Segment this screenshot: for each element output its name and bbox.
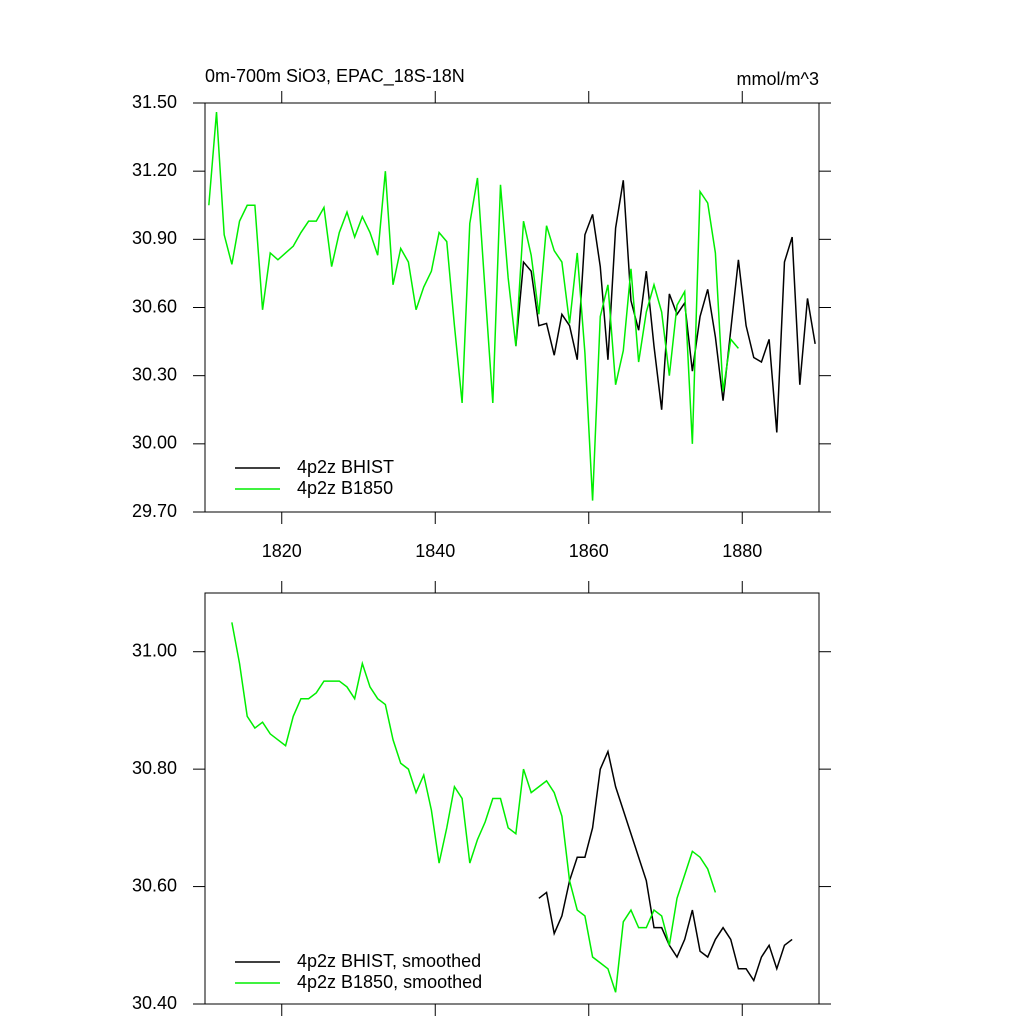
y-tick-label: 30.40 xyxy=(132,993,177,1013)
chart-title: 0m-700m SiO3, EPAC_18S-18N xyxy=(205,66,465,87)
y-tick-label: 30.60 xyxy=(132,296,177,316)
y-tick-label: 31.50 xyxy=(132,92,177,112)
y-tick-label: 30.60 xyxy=(132,875,177,895)
x-tick-label: 1820 xyxy=(262,541,302,561)
data-line xyxy=(515,180,816,433)
legend-label: 4p2z BHIST, smoothed xyxy=(297,951,481,971)
x-tick-label: 1860 xyxy=(569,541,609,561)
y-tick-label: 30.30 xyxy=(132,364,177,384)
legend-label: 4p2z BHIST xyxy=(297,457,394,477)
units-label: mmol/m^3 xyxy=(737,69,819,89)
x-tick-label: 1880 xyxy=(722,541,762,561)
plot-frame xyxy=(204,592,820,1005)
legend-label: 4p2z B1850 xyxy=(297,478,393,498)
y-tick-label: 30.00 xyxy=(132,433,177,453)
data-line xyxy=(231,622,717,993)
y-tick-label: 31.20 xyxy=(132,160,177,180)
x-tick-label: 1840 xyxy=(415,541,455,561)
y-tick-label: 30.80 xyxy=(132,758,177,778)
y-tick-label: 29.70 xyxy=(132,501,177,521)
data-line xyxy=(538,749,793,983)
legend-label: 4p2z B1850, smoothed xyxy=(297,972,482,992)
data-line xyxy=(208,112,739,501)
y-tick-label: 31.00 xyxy=(132,640,177,660)
y-tick-label: 30.90 xyxy=(132,228,177,248)
